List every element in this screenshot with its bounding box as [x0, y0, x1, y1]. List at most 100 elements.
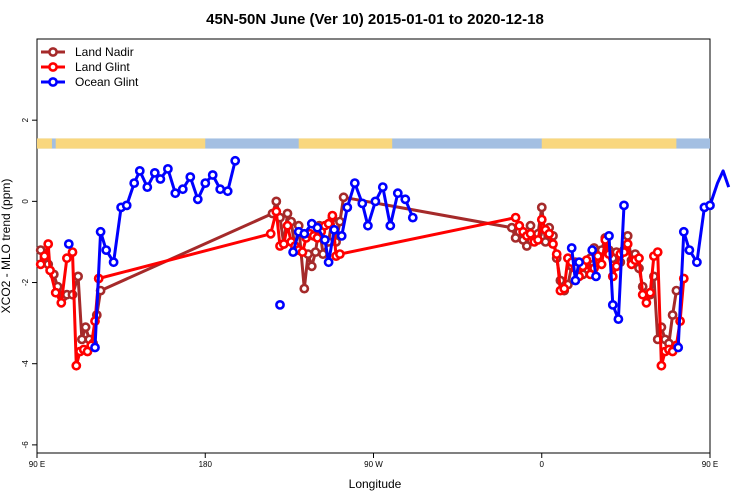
data-point-land-glint: [45, 265, 55, 276]
legend-marker: [48, 62, 58, 72]
data-point-land-glint: [43, 239, 54, 249]
data-point-land-glint: [656, 360, 667, 371]
data-point-land-glint: [637, 289, 648, 300]
data-point-land-glint: [39, 251, 50, 261]
x-axis-label: Longitude: [349, 477, 402, 491]
data-point-ocean-glint: [385, 220, 396, 231]
data-point-ocean-glint: [323, 257, 334, 268]
land-sea-strip: [37, 138, 710, 149]
data-point-ocean-glint: [134, 165, 145, 176]
data-point-land-glint: [525, 228, 536, 239]
data-point-ocean-glint: [349, 178, 360, 188]
data-point-ocean-glint: [619, 200, 629, 211]
data-point-ocean-glint: [155, 174, 166, 184]
x-tick-label: 90 E: [29, 460, 45, 469]
data-point-land-nadir: [540, 236, 551, 247]
series-line-land-glint: [39, 210, 686, 368]
land-strip-segment: [541, 138, 677, 149]
data-point-land-glint: [282, 220, 293, 231]
data-point-land-glint: [634, 253, 644, 264]
data-point-land-glint: [35, 259, 46, 270]
data-point-land-glint: [551, 249, 562, 259]
data-point-land-glint: [334, 249, 345, 259]
legend-label: Ocean Glint: [75, 75, 139, 89]
data-point-ocean-glint: [336, 230, 347, 241]
y-tick-label: 0: [21, 199, 30, 204]
data-point-land-glint: [297, 247, 308, 257]
data-point-ocean-glint: [149, 167, 160, 178]
data-point-land-glint: [596, 259, 607, 270]
data-point-land-nadir: [73, 271, 83, 282]
data-point-land-glint: [71, 360, 82, 371]
data-point-ocean-glint: [673, 342, 684, 353]
data-point-ocean-glint: [162, 163, 173, 174]
data-point-ocean-glint: [377, 182, 388, 192]
data-point-land-glint: [67, 247, 78, 257]
data-point-ocean-glint: [370, 196, 381, 207]
data-point-land-glint: [533, 234, 543, 245]
legend-label: Land Glint: [75, 60, 130, 74]
data-point-ocean-glint: [319, 234, 330, 245]
series-line-ocean-glint: [93, 160, 237, 348]
data-point-land-glint: [544, 228, 555, 239]
data-point-ocean-glint: [607, 299, 618, 310]
data-point-land-glint: [581, 255, 592, 266]
land-strip-segment: [37, 138, 52, 149]
data-point-ocean-glint: [63, 239, 74, 249]
data-point-land-glint: [271, 206, 282, 217]
data-point-land-glint: [645, 287, 656, 298]
data-point-land-glint: [641, 297, 652, 308]
data-point-ocean-glint: [108, 257, 119, 268]
legend-item-land-nadir: Land Nadir: [41, 45, 134, 59]
data-point-ocean-glint: [407, 212, 418, 223]
data-point-ocean-glint: [90, 342, 100, 353]
land-strip-segment: [55, 138, 206, 149]
data-point-land-glint: [62, 253, 72, 264]
data-point-land-glint: [510, 212, 521, 223]
data-point-land-nadir: [306, 261, 317, 272]
data-point-land-nadir: [299, 283, 310, 294]
data-point-ocean-glint: [101, 245, 112, 255]
data-point-land-nadir: [536, 202, 547, 213]
data-point-land-glint: [265, 228, 276, 239]
data-point-ocean-glint: [215, 184, 226, 195]
data-point-ocean-glint: [705, 200, 715, 211]
legend-label: Land Nadir: [75, 45, 134, 59]
data-point-ocean-glint: [177, 184, 188, 195]
data-point-ocean-glint: [392, 188, 403, 199]
legend-marker: [48, 47, 58, 57]
data-point-ocean-glint: [570, 275, 581, 286]
data-point-ocean-glint: [684, 245, 695, 255]
data-point-land-glint: [56, 297, 67, 308]
data-point-ocean-glint: [329, 224, 340, 235]
data-point-land-nadir: [271, 196, 282, 207]
data-point-ocean-glint: [591, 271, 601, 282]
data-point-land-glint: [327, 210, 338, 221]
data-point-ocean-glint: [613, 314, 624, 324]
data-point-land-glint: [323, 218, 334, 229]
data-point-ocean-glint: [587, 245, 598, 255]
data-point-land-nadir: [622, 230, 633, 241]
data-point-ocean-glint: [230, 155, 241, 166]
data-point-land-nadir: [525, 220, 536, 231]
y-tick-label: -2: [21, 278, 30, 286]
data-point-land-nadir: [334, 216, 345, 227]
data-point-ocean-glint: [142, 182, 153, 192]
data-point-land-nadir: [521, 241, 532, 251]
x-tick-label: 0: [540, 460, 545, 469]
data-point-ocean-glint: [192, 194, 203, 205]
x-tick-label: 90 E: [702, 460, 718, 469]
series-land-glint: [35, 206, 689, 371]
series-line-ocean-glint: [676, 169, 731, 348]
data-point-ocean-glint: [207, 170, 218, 180]
series-ocean-glint: [63, 155, 731, 353]
data-point-ocean-glint: [678, 226, 689, 237]
data-point-land-glint: [559, 283, 570, 294]
land-strip-segment: [298, 138, 393, 149]
data-point-ocean-glint: [342, 202, 353, 213]
y-axis-label: XCO2 - MLO trend (ppm): [0, 179, 13, 314]
data-point-ocean-glint: [121, 200, 132, 211]
